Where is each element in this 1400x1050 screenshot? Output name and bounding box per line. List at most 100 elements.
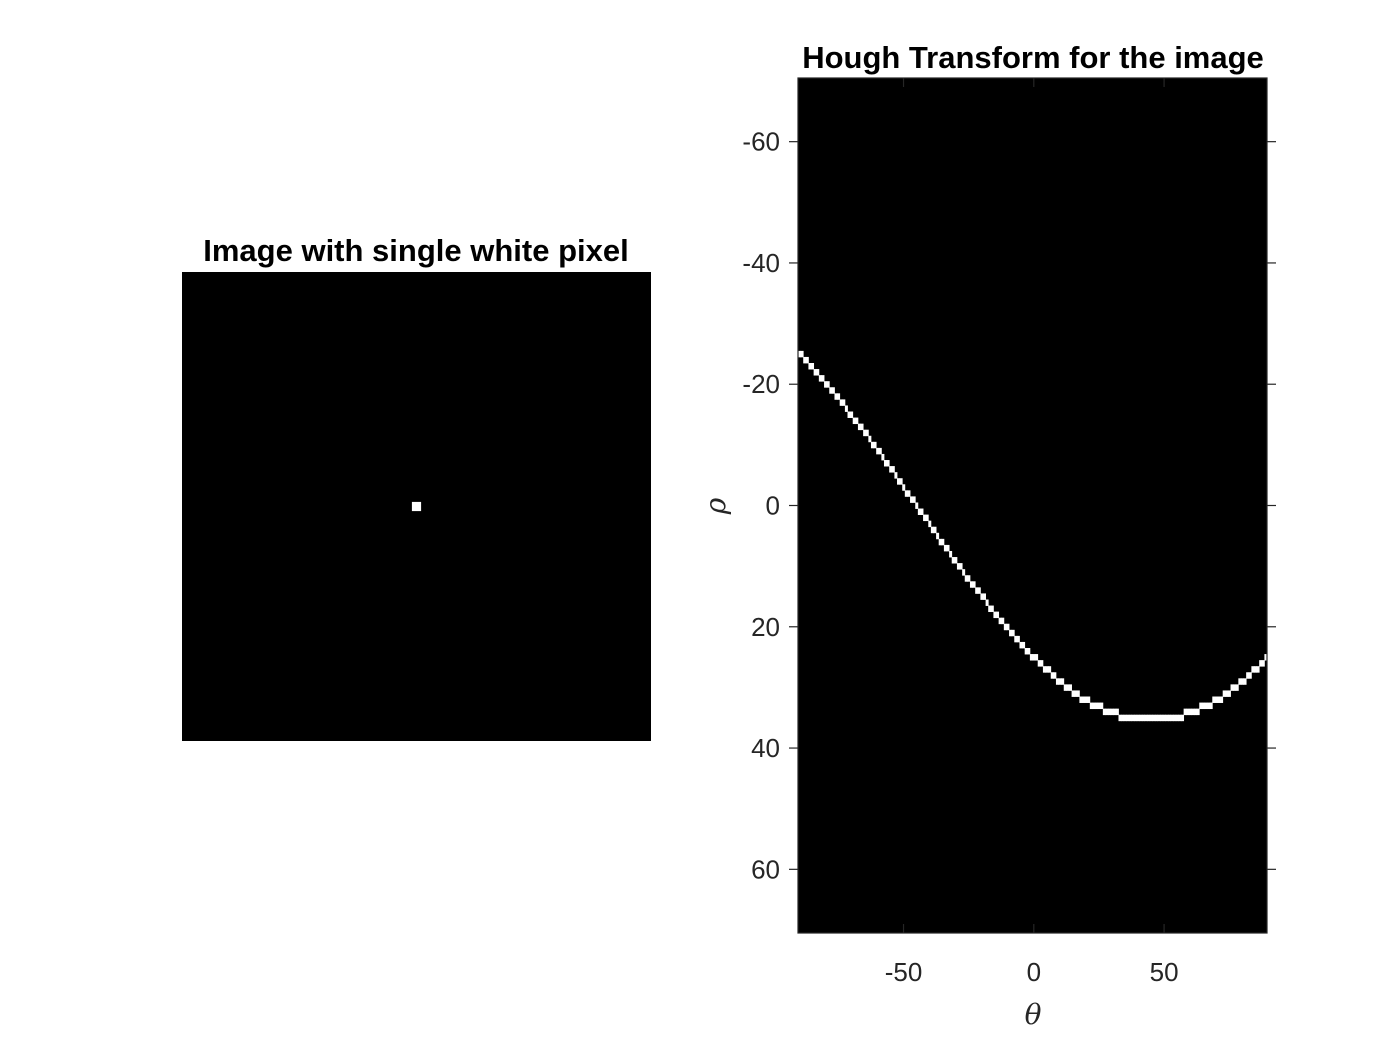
hough-accumulator-cell <box>826 381 830 388</box>
hough-accumulator-cell <box>829 387 833 394</box>
hough-accumulator-cell <box>1050 672 1054 679</box>
hough-accumulator-cell <box>993 611 997 619</box>
hough-accumulator-cell <box>998 617 1002 625</box>
hough-accumulator-cell <box>870 441 874 449</box>
hough-accumulator-cell <box>868 435 872 443</box>
hough-accumulator-cell <box>803 356 807 364</box>
hough-accumulator-cell <box>1097 702 1101 710</box>
hough-accumulator-cell <box>837 393 841 400</box>
hough-accumulator-cell <box>800 350 804 358</box>
hough-accumulator-cell <box>852 417 856 425</box>
hough-accumulator-cell <box>1230 684 1234 691</box>
hough-accumulator-cell <box>1207 702 1211 710</box>
hough-accumulator-cell <box>839 399 843 406</box>
hough-accumulator-cell <box>1259 660 1263 667</box>
hough-accumulator-cell <box>1045 666 1049 673</box>
hough-accumulator-cell <box>949 550 953 558</box>
hough-transform-panel: Hough Transform for the image -50 0 50-60-… <box>699 40 1276 1031</box>
hough-accumulator-cell <box>1042 666 1046 673</box>
x-axis-label: θ <box>1025 998 1042 1031</box>
hough-accumulator-cell <box>1110 708 1114 716</box>
hough-curve <box>798 350 1268 722</box>
hough-accumulator-cell <box>1102 708 1106 716</box>
hough-accumulator-cell <box>847 411 851 418</box>
hough-accumulator-cell <box>1222 690 1226 697</box>
hough-accumulator-cell <box>1027 648 1031 655</box>
hough-accumulator-cell <box>907 490 911 497</box>
hough-accumulator-cell <box>917 508 921 515</box>
hough-accumulator-cell <box>1087 696 1091 703</box>
hough-accumulator-cell <box>831 387 835 394</box>
hough-accumulator-cell <box>886 460 890 467</box>
hough-accumulator-cell <box>1261 660 1265 667</box>
hough-accumulator-cell <box>865 429 869 437</box>
hough-accumulator-cell <box>876 447 880 455</box>
hough-accumulator-cell <box>910 496 914 503</box>
hough-accumulator-cell <box>1194 708 1198 716</box>
hough-plot-area <box>798 78 1267 933</box>
hough-accumulator-cell <box>878 447 882 455</box>
y-tick-label: -60 <box>742 127 780 157</box>
hough-accumulator-cell <box>1251 666 1255 673</box>
hough-accumulator-cell <box>860 423 864 431</box>
hough-accumulator-cell <box>899 478 903 485</box>
hough-accumulator-cell <box>1035 654 1039 661</box>
hough-accumulator-cell <box>956 563 960 570</box>
hough-accumulator-cell <box>954 557 958 564</box>
hough-accumulator-cell <box>925 514 929 522</box>
hough-accumulator-cell <box>1048 666 1052 673</box>
hough-accumulator-cell <box>1016 635 1020 643</box>
hough-accumulator-cell <box>850 411 854 418</box>
hough-accumulator-cell <box>928 520 932 528</box>
hough-accumulator-cell <box>920 508 924 515</box>
hough-accumulator-cell <box>1118 714 1122 722</box>
hough-accumulator-cell <box>1115 708 1119 716</box>
hough-accumulator-cell <box>1183 708 1187 716</box>
hough-accumulator-cell <box>1220 696 1224 703</box>
hough-accumulator-cell <box>923 514 927 522</box>
hough-accumulator-cell <box>1191 708 1195 716</box>
hough-accumulator-cell <box>894 472 898 479</box>
hough-accumulator-cell <box>1248 672 1252 679</box>
hough-accumulator-cell <box>1082 696 1086 703</box>
hough-accumulator-cell <box>1058 678 1062 685</box>
hough-accumulator-cell <box>1199 702 1203 710</box>
hough-accumulator-cell <box>1225 690 1229 697</box>
hough-accumulator-cell <box>1139 714 1143 722</box>
hough-accumulator-cell <box>1209 702 1213 710</box>
hough-accumulator-cell <box>1243 678 1247 685</box>
hough-axis-ticks: -50 0 50 -60 -40 -20 0 20 40 60 <box>742 78 1276 987</box>
hough-accumulator-cell <box>1066 684 1070 691</box>
hough-accumulator-cell <box>863 429 867 437</box>
hough-accumulator-cell <box>1029 654 1033 661</box>
hough-accumulator-cell <box>1024 648 1028 655</box>
hough-accumulator-cell <box>1233 684 1237 691</box>
input-image-panel: Image with single white pixel <box>182 233 651 741</box>
hough-accumulator-cell <box>798 350 802 358</box>
hough-accumulator-cell <box>811 363 815 370</box>
hough-accumulator-cell <box>1149 714 1153 722</box>
hough-accumulator-cell <box>1053 672 1057 679</box>
hough-accumulator-cell <box>912 496 916 503</box>
white-pixel <box>411 501 422 512</box>
hough-accumulator-cell <box>824 381 828 388</box>
hough-accumulator-cell <box>813 369 817 376</box>
hough-accumulator-cell <box>975 587 979 594</box>
hough-accumulator-cell <box>988 605 992 613</box>
hough-accumulator-cell <box>1019 641 1023 649</box>
hough-accumulator-cell <box>1181 714 1185 722</box>
hough-accumulator-cell <box>1131 714 1135 722</box>
hough-accumulator-cell <box>962 569 966 576</box>
hough-accumulator-cell <box>1089 702 1093 710</box>
hough-accumulator-cell <box>985 599 989 606</box>
hough-accumulator-cell <box>1152 714 1156 722</box>
hough-accumulator-cell <box>1071 690 1075 697</box>
hough-accumulator-cell <box>1246 672 1250 679</box>
hough-accumulator-cell <box>1079 696 1083 703</box>
hough-accumulator-cell <box>1128 714 1132 722</box>
hough-accumulator-cell <box>1238 678 1242 685</box>
hough-accumulator-cell <box>1068 684 1072 691</box>
hough-accumulator-cell <box>1188 708 1192 716</box>
hough-accumulator-cell <box>1227 690 1231 697</box>
